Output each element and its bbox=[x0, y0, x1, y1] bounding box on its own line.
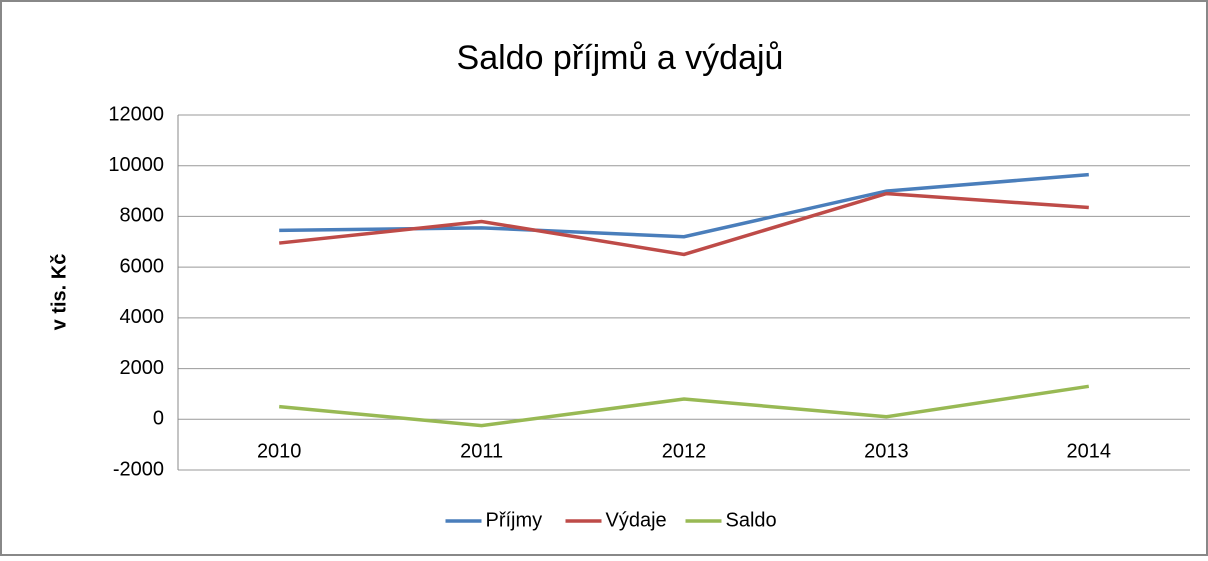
y-tick-label: 6000 bbox=[120, 255, 165, 277]
legend-label: Příjmy bbox=[486, 509, 543, 531]
x-tick-label: 2012 bbox=[662, 441, 707, 463]
y-tick-label: 12000 bbox=[108, 103, 164, 125]
y-tick-label: 0 bbox=[153, 408, 164, 430]
y-tick-label: -2000 bbox=[113, 458, 164, 480]
chart-title: Saldo příjmů a výdajů bbox=[457, 39, 784, 77]
y-tick-label: 4000 bbox=[120, 306, 165, 328]
y-axis-label: v tis. Kč bbox=[48, 254, 70, 331]
series-line bbox=[279, 191, 1089, 257]
x-tick-label: 2010 bbox=[257, 441, 302, 463]
series-line bbox=[279, 384, 1090, 428]
x-tick-label: 2011 bbox=[460, 441, 503, 463]
y-tick-label: 2000 bbox=[120, 357, 165, 379]
x-tick-label: 2013 bbox=[864, 441, 909, 463]
y-tick-label: 10000 bbox=[108, 154, 164, 176]
x-tick-label: 2014 bbox=[1067, 441, 1112, 463]
legend-label: Saldo bbox=[726, 509, 777, 531]
y-tick-label: 8000 bbox=[120, 205, 165, 227]
legend-label: Výdaje bbox=[606, 509, 667, 531]
